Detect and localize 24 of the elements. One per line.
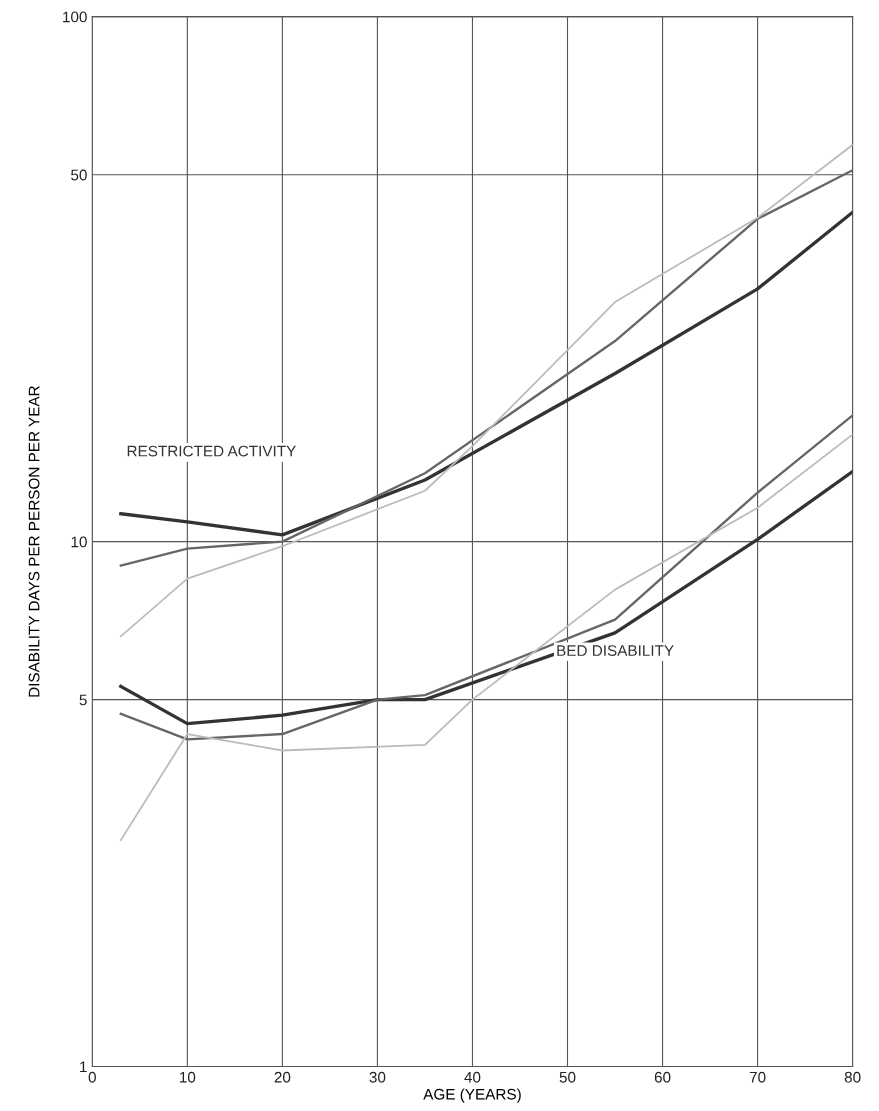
x-tick-label: 50 xyxy=(559,1071,576,1083)
x-tick-label: 60 xyxy=(654,1071,671,1083)
line-series xyxy=(119,210,853,537)
line-series xyxy=(119,433,853,842)
x-axis-title: AGE (YEARS) xyxy=(423,1088,521,1103)
y-tick-label: 100 xyxy=(63,11,87,23)
line-series xyxy=(119,143,853,638)
y-tick-label: 5 xyxy=(79,694,87,706)
x-tick-label: 40 xyxy=(464,1071,481,1083)
line-series xyxy=(119,414,853,741)
x-tick-label: 10 xyxy=(180,1071,196,1083)
x-tick-label: 0 xyxy=(88,1071,96,1083)
line-series xyxy=(119,469,853,726)
annotation: RESTRICTED ACTIVITY xyxy=(127,445,296,457)
y-tick-label: 50 xyxy=(71,169,87,181)
y-tick-label: 10 xyxy=(71,536,87,548)
x-tick-label: 20 xyxy=(274,1071,291,1083)
line-series xyxy=(119,169,853,567)
x-tick-label: 70 xyxy=(749,1071,766,1083)
x-tick-label: 30 xyxy=(369,1071,386,1083)
y-axis-title: DISABILITY DAYS PER PERSON PER YEAR xyxy=(28,386,40,697)
annotation: BED DISABILITY xyxy=(557,645,674,656)
x-tick-label: 80 xyxy=(844,1071,861,1083)
y-tick-label: 1 xyxy=(80,1061,87,1073)
